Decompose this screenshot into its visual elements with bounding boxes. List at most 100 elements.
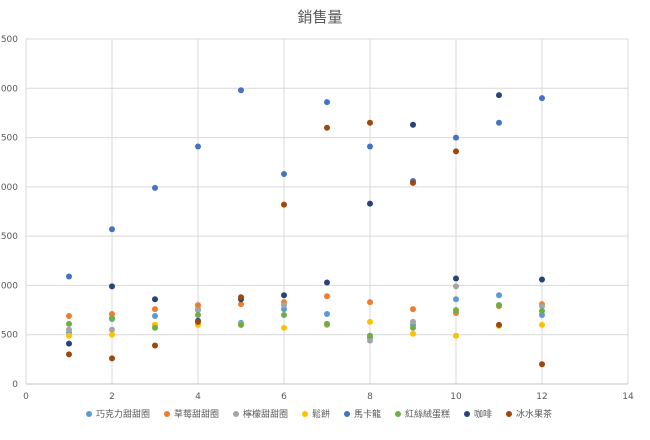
data-point <box>195 302 201 309</box>
data-point <box>281 201 287 208</box>
data-point <box>367 318 373 325</box>
data-point <box>109 326 115 333</box>
y-tick-label: 2000 <box>0 183 18 193</box>
data-point <box>238 321 244 328</box>
data-point <box>66 326 72 333</box>
data-point <box>496 92 502 99</box>
data-point <box>238 87 244 94</box>
data-point <box>152 324 158 331</box>
data-point <box>152 306 158 313</box>
x-tick-label: 14 <box>622 392 634 402</box>
data-point <box>324 293 330 300</box>
chart-title: 銷售量 <box>297 8 342 26</box>
legend-marker <box>506 411 512 417</box>
data-point <box>195 312 201 318</box>
data-point <box>367 200 373 207</box>
legend-marker <box>233 411 239 417</box>
legend-entry: 咖啡 <box>474 408 492 420</box>
data-point <box>410 121 416 128</box>
data-point <box>367 332 373 339</box>
data-point <box>367 119 373 126</box>
data-point <box>496 302 502 309</box>
data-point <box>66 351 72 358</box>
y-tick-label: 3500 <box>0 35 18 45</box>
legend-marker <box>464 411 470 417</box>
data-point <box>410 330 416 337</box>
data-point <box>453 332 459 339</box>
legend-marker <box>86 411 92 417</box>
data-point <box>238 301 244 308</box>
y-tick-label: 1000 <box>0 281 18 291</box>
data-point <box>152 184 158 191</box>
data-point <box>496 119 502 126</box>
data-point <box>109 355 115 362</box>
data-point <box>453 148 459 155</box>
data-point <box>410 179 416 186</box>
x-tick-label: 2 <box>109 392 115 402</box>
data-point <box>195 318 201 325</box>
data-point <box>109 314 115 321</box>
legend: 巧克力甜甜圈 草莓甜甜圈 檸檬甜甜圈 鬆餅 馬卡龍 紅絲絨蛋糕 咖啡 冰水果茶 <box>86 408 552 420</box>
data-point <box>539 321 545 328</box>
legend-marker <box>344 411 350 417</box>
data-point <box>453 134 459 141</box>
data-point <box>238 294 244 301</box>
data-point <box>152 296 158 303</box>
legend-marker <box>395 411 401 417</box>
data-point <box>453 296 459 303</box>
axes: 0 500 1000 1500 2000 2500 3000 3500 0 2 4 6 8 10 12 14 <box>0 35 634 402</box>
data-point <box>195 307 201 314</box>
legend-entry: 檸檬甜甜圈 <box>243 408 288 420</box>
data-point <box>410 318 416 325</box>
x-tick-label: 10 <box>450 392 462 402</box>
data-point <box>324 311 330 318</box>
legend-entry: 巧克力甜甜圈 <box>96 408 150 420</box>
data-point <box>66 312 72 319</box>
data-point <box>410 324 416 331</box>
data-point <box>367 337 373 344</box>
data-point <box>109 331 115 338</box>
data-point <box>324 320 330 327</box>
data-point <box>367 143 373 150</box>
x-tick-label: 8 <box>367 392 373 402</box>
legend-entry: 紅絲絨蛋糕 <box>405 408 450 420</box>
legend-entry: 冰水果茶 <box>516 408 552 420</box>
x-tick-label: 12 <box>536 392 547 402</box>
data-point <box>195 143 201 150</box>
data-point <box>152 342 158 349</box>
data-points <box>66 87 545 368</box>
x-tick-label: 6 <box>281 392 287 402</box>
legend-marker <box>164 411 170 417</box>
data-point <box>281 312 287 318</box>
data-point <box>281 171 287 178</box>
data-point <box>539 361 545 368</box>
data-point <box>66 320 72 327</box>
data-point <box>324 124 330 131</box>
data-point <box>281 292 287 299</box>
data-point <box>539 276 545 283</box>
y-tick-label: 3000 <box>0 84 18 94</box>
y-tick-label: 0 <box>12 380 18 390</box>
x-tick-label: 4 <box>195 392 201 402</box>
data-point <box>324 99 330 106</box>
data-point <box>367 299 373 306</box>
data-point <box>109 283 115 290</box>
data-point <box>453 283 459 290</box>
y-tick-label: 1500 <box>0 232 18 242</box>
data-point <box>453 307 459 314</box>
legend-entry: 鬆餅 <box>312 408 330 420</box>
data-point <box>496 292 502 299</box>
data-point <box>152 312 158 319</box>
data-point <box>66 273 72 280</box>
data-point <box>496 321 502 328</box>
y-tick-label: 500 <box>1 331 18 341</box>
legend-entry: 草莓甜甜圈 <box>174 408 219 420</box>
data-point <box>453 275 459 282</box>
y-tick-label: 2500 <box>0 134 18 144</box>
legend-entry: 馬卡龍 <box>354 408 381 420</box>
data-point <box>539 303 545 310</box>
gridlines <box>26 38 629 384</box>
data-point <box>109 226 115 233</box>
